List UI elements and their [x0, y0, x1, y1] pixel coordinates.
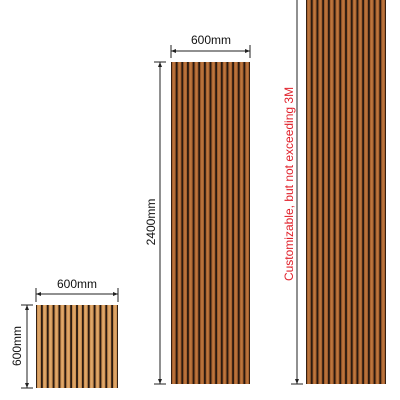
- wood-slat: [54, 305, 59, 388]
- panel-backing: [306, 0, 386, 384]
- custom-length-note: Customizable, but not exceeding 3M: [282, 87, 296, 281]
- panel-backing: [171, 62, 250, 384]
- wood-slat: [42, 305, 47, 388]
- wood-slat: [245, 62, 250, 384]
- wood-slat: [36, 305, 41, 388]
- wood-slat: [188, 62, 193, 384]
- wood-slat: [83, 305, 88, 388]
- wood-slat: [77, 305, 82, 388]
- arrow-left-icon: [36, 292, 41, 296]
- wood-slat: [341, 0, 346, 384]
- wood-slat: [324, 0, 328, 384]
- wood-slat: [66, 305, 71, 388]
- wood-slat: [194, 62, 199, 384]
- wood-slat: [200, 62, 204, 384]
- arrow-right-icon: [245, 49, 250, 53]
- standard-slat-panel: [171, 62, 250, 384]
- arrow-up-icon: [25, 305, 29, 310]
- arrow-right-icon: [113, 292, 118, 296]
- wood-slat: [239, 62, 244, 384]
- square-slat-panel: [36, 305, 118, 388]
- wood-slat: [335, 0, 340, 384]
- wood-slat: [369, 0, 374, 384]
- arrow-left-icon: [171, 49, 176, 53]
- arrow-down-icon: [25, 383, 29, 388]
- wood-slat: [107, 305, 112, 388]
- arrow-down-icon: [295, 379, 299, 384]
- standard-panel-height-dimension: 2400mm: [144, 61, 166, 385]
- standard-width-label: 600mm: [191, 33, 231, 47]
- wood-slat: [205, 62, 210, 384]
- arrow-up-icon: [158, 62, 162, 67]
- wood-slat: [352, 0, 357, 384]
- wood-slat: [211, 62, 216, 384]
- wood-slat: [364, 0, 368, 384]
- standard-panel-width-dimension: 600mm: [170, 33, 251, 58]
- wood-slat: [113, 305, 118, 388]
- wood-slat: [375, 0, 380, 384]
- wood-slat: [228, 62, 233, 384]
- wood-slat: [222, 62, 227, 384]
- wood-slat: [217, 62, 221, 384]
- custom-panel-group: Customizable, but not exceeding 3M: [282, 0, 386, 385]
- wood-slat: [48, 305, 53, 388]
- wood-slat: [95, 305, 100, 388]
- arrow-down-icon: [158, 379, 162, 384]
- wood-slat: [381, 0, 386, 384]
- panel-backing: [36, 305, 118, 388]
- standard-height-label: 2400mm: [144, 199, 158, 246]
- wood-slat: [306, 0, 311, 384]
- wood-slat: [89, 305, 94, 388]
- wood-slat: [358, 0, 363, 384]
- wood-slat: [346, 0, 351, 384]
- wood-slat: [312, 0, 317, 384]
- wood-slat: [72, 305, 77, 388]
- wood-slat: [329, 0, 334, 384]
- custom-slat-panel: [306, 0, 386, 384]
- square-panel-height-dimension: 600mm: [10, 304, 33, 389]
- wood-slat: [101, 305, 106, 388]
- wood-slat: [60, 305, 65, 388]
- square-panel-width-dimension: 600mm: [35, 277, 119, 302]
- custom-panel-height-dimension: Customizable, but not exceeding 3M: [282, 0, 303, 385]
- square-width-label: 600mm: [57, 277, 97, 291]
- square-height-label: 600mm: [10, 326, 24, 366]
- wood-slat: [318, 0, 323, 384]
- square-panel-group: 600mm 600mm: [10, 277, 119, 389]
- wood-slat: [233, 62, 238, 384]
- wood-slat: [177, 62, 182, 384]
- wood-slat: [183, 62, 188, 384]
- standard-panel-group: 600mm 2400mm: [144, 33, 251, 385]
- wood-slat: [171, 62, 176, 384]
